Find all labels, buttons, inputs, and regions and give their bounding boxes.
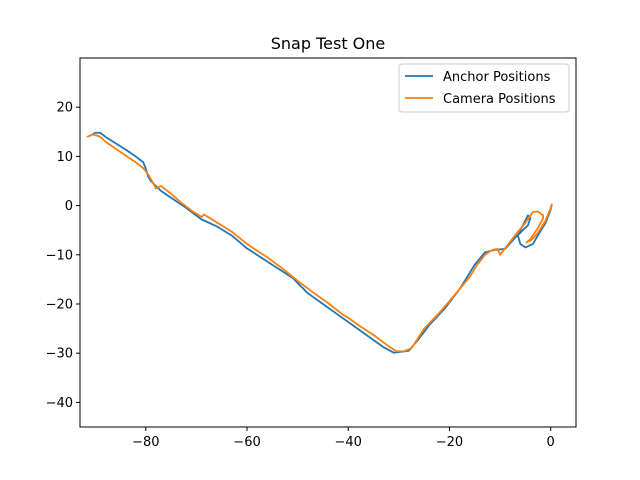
legend-label: Anchor Positions	[443, 70, 551, 85]
series-line-anchor	[89, 131, 553, 354]
y-tick-label: −30	[46, 347, 73, 362]
x-tick-label: 0	[547, 435, 555, 450]
legend-label: Camera Positions	[443, 92, 556, 107]
x-tick-label: −60	[233, 435, 260, 450]
y-tick-label: −10	[46, 248, 73, 263]
x-tick-label: −20	[436, 435, 463, 450]
legend: Anchor Positions Camera Positions	[398, 63, 570, 113]
y-tick-label: 0	[65, 199, 73, 214]
y-tick-label: 10	[56, 150, 73, 165]
series-line-camera	[86, 133, 553, 353]
legend-box	[398, 63, 570, 113]
x-tick-label: −40	[335, 435, 362, 450]
axes-frame	[79, 57, 577, 428]
plot-area: −80 −60 −40 −20 0 −40 −30 −20 −10 0 10 20	[46, 57, 577, 450]
y-tick-label: −20	[46, 298, 73, 313]
y-tick-label: −40	[46, 396, 73, 411]
x-tick-label: −80	[132, 435, 159, 450]
chart-title: Snap Test One	[271, 34, 386, 53]
y-tick-label: 20	[56, 101, 73, 116]
